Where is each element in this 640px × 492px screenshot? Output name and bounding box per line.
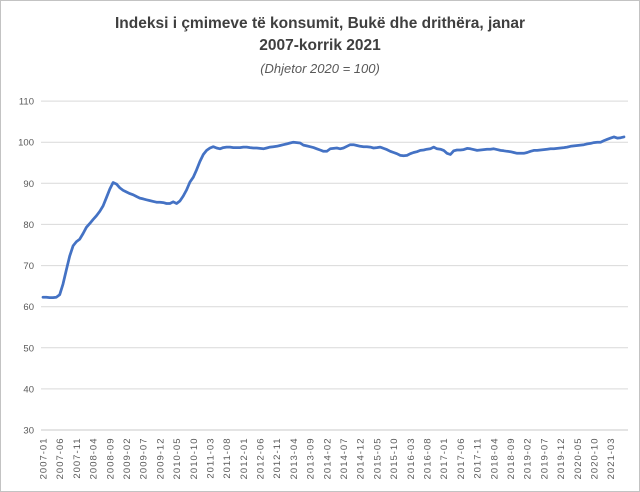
x-axis-tick-label: 2018-09	[506, 438, 517, 480]
x-axis-tick-label: 2019-12	[556, 438, 567, 480]
x-axis-tick-label: 2015-05	[372, 438, 383, 480]
x-axis-tick-label: 2007-01	[39, 438, 50, 480]
x-axis-tick-label: 2010-05	[172, 438, 183, 480]
x-axis-tick-label: 2011-08	[222, 438, 233, 479]
x-axis-tick-label: 2007-06	[55, 438, 66, 480]
x-axis-tick-label: 2015-10	[389, 438, 400, 480]
x-axis-tick-label: 2009-12	[155, 438, 166, 480]
x-axis-tick-label: 2010-10	[189, 438, 200, 480]
x-axis-tick-label: 2012-11	[272, 438, 283, 479]
x-axis-tick-label: 2017-11	[473, 438, 484, 479]
x-axis-tick-label: 2014-12	[356, 438, 367, 480]
x-axis-tick-label: 2007-11	[72, 438, 83, 479]
x-axis-tick-label: 2014-02	[322, 438, 333, 480]
x-axis-tick-label: 2013-09	[306, 438, 317, 480]
x-axis-tick-label: 2008-09	[105, 438, 116, 480]
y-axis-tick-label: 70	[23, 261, 34, 272]
x-axis-tick-label: 2013-04	[289, 438, 300, 480]
y-axis-tick-label: 50	[23, 343, 34, 354]
x-axis-labels: 2007-01 2007-06 2007-11 2008-04 2008-09 2009-…	[39, 438, 618, 480]
x-axis-tick-label: 2019-02	[523, 438, 534, 480]
x-axis-tick-label: 2011-03	[206, 438, 217, 479]
x-axis-tick-label: 2012-01	[239, 438, 250, 480]
y-axis-tick-label: 30	[23, 426, 34, 437]
x-axis-tick-label: 2009-02	[122, 438, 133, 480]
chart-title-line-2: 2007-korrik 2021	[259, 37, 381, 54]
series-line-buke-dhe-drithera	[41, 135, 626, 299]
chart-title-block: Indeksi i çmimeve të konsumit, Bukë dhe …	[1, 13, 639, 76]
x-axis-tick-label: 2009-07	[139, 438, 150, 480]
y-axis-labels: 30 40 50 60 70 80 90 100 110	[18, 97, 34, 437]
x-axis-tick-label: 2019-07	[539, 438, 550, 480]
x-axis-tick-label: 2017-01	[439, 438, 450, 480]
x-axis-tick-label: 2018-04	[489, 438, 500, 480]
x-axis-tick-label: 2016-08	[423, 438, 434, 480]
chart-title-line-1: Indeksi i çmimeve të konsumit, Bukë dhe …	[114, 15, 526, 32]
x-axis-tick-label: 2020-10	[589, 438, 600, 480]
x-axis-tick-label: 2014-07	[339, 438, 350, 480]
x-axis-tick-label: 2008-04	[89, 438, 100, 480]
x-axis-tick-label: 2016-03	[406, 438, 417, 480]
y-axis-tick-label: 100	[18, 138, 34, 149]
x-axis-tick-label: 2021-03	[606, 438, 617, 480]
y-axis-tick-label: 60	[23, 302, 34, 313]
x-axis-tick-label: 2017-06	[456, 438, 467, 480]
gridlines	[41, 100, 628, 431]
chart-subtitle: (Dhjetor 2020 = 100)	[260, 61, 380, 76]
y-axis-tick-label: 90	[23, 179, 34, 190]
y-axis-tick-label: 110	[19, 97, 34, 108]
x-axis-tick-label: 2020-05	[573, 438, 584, 480]
y-axis-tick-label: 80	[23, 220, 34, 231]
y-axis-tick-label: 40	[23, 384, 34, 395]
x-axis-tick-label: 2012-06	[256, 438, 267, 480]
